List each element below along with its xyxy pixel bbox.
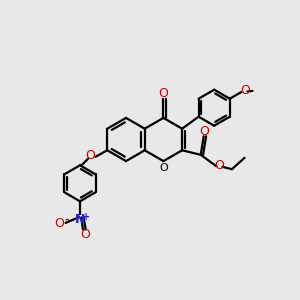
Text: O: O — [241, 84, 250, 97]
Text: O: O — [85, 149, 95, 162]
Text: O: O — [158, 87, 168, 101]
Text: O: O — [55, 217, 64, 230]
Text: O: O — [159, 163, 168, 173]
Text: N: N — [75, 213, 85, 226]
Text: O: O — [214, 158, 224, 172]
Text: O: O — [200, 124, 209, 138]
Text: +: + — [82, 212, 90, 222]
Text: O: O — [80, 228, 90, 242]
Text: -: - — [64, 214, 69, 224]
